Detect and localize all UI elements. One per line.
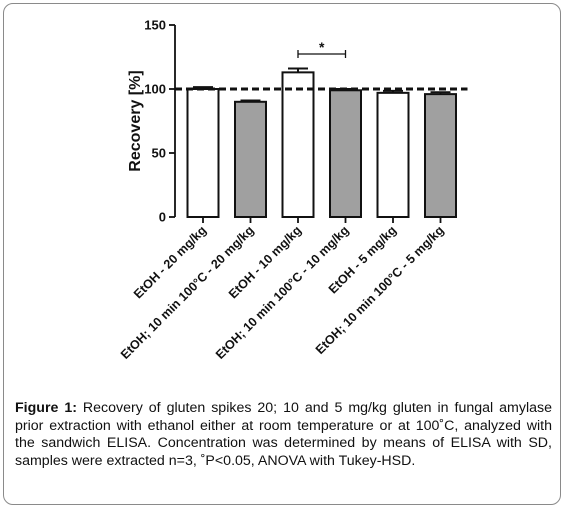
bar	[281, 71, 315, 218]
bar	[376, 91, 410, 218]
y-tick-label: 150	[144, 18, 166, 33]
bar	[329, 89, 362, 218]
y-tick-label: 0	[159, 210, 166, 225]
significance-star: *	[319, 39, 325, 55]
y-axis-label: Recovery [%]	[127, 70, 144, 171]
y-tick-label: 50	[152, 146, 166, 161]
bar	[424, 93, 457, 218]
bar	[234, 100, 267, 218]
caption-label: Figure 1:	[15, 400, 77, 416]
y-tick-label: 100	[144, 82, 166, 97]
caption-text: Recovery of gluten spikes 20; 10 and 5 m…	[15, 400, 552, 469]
bar	[186, 88, 220, 218]
figure-caption: Figure 1: Recovery of gluten spikes 20; …	[15, 400, 552, 470]
